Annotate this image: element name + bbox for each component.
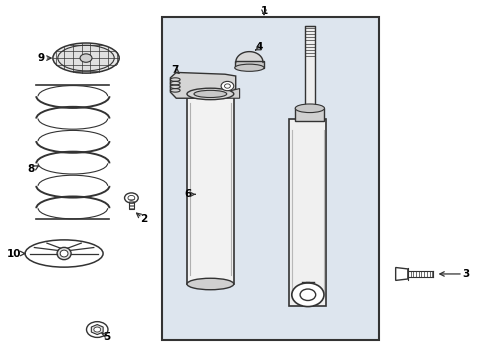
Ellipse shape — [194, 90, 226, 98]
Bar — [186, 94, 233, 284]
Text: 7: 7 — [171, 64, 178, 75]
Ellipse shape — [53, 43, 119, 73]
Bar — [305, 26, 314, 119]
Polygon shape — [91, 324, 103, 334]
Ellipse shape — [186, 88, 233, 100]
Ellipse shape — [186, 278, 233, 290]
Text: 10: 10 — [7, 248, 21, 258]
Ellipse shape — [291, 283, 324, 307]
Ellipse shape — [234, 64, 264, 71]
Polygon shape — [170, 72, 235, 98]
Bar — [129, 198, 134, 209]
Bar — [295, 108, 324, 121]
Text: 1: 1 — [260, 6, 267, 17]
Ellipse shape — [124, 193, 138, 203]
Ellipse shape — [86, 321, 108, 337]
Bar — [289, 119, 326, 306]
Text: 4: 4 — [255, 42, 262, 52]
Bar — [234, 61, 264, 68]
Text: 6: 6 — [184, 189, 192, 199]
Ellipse shape — [221, 81, 233, 91]
Polygon shape — [224, 89, 239, 98]
Text: 3: 3 — [462, 269, 469, 279]
Text: 8: 8 — [27, 164, 35, 174]
Ellipse shape — [60, 250, 68, 257]
Ellipse shape — [128, 195, 135, 201]
Bar — [161, 17, 378, 339]
Text: 2: 2 — [140, 215, 147, 224]
Ellipse shape — [25, 240, 103, 267]
Text: 9: 9 — [37, 53, 44, 63]
Text: 5: 5 — [103, 332, 110, 342]
Ellipse shape — [57, 247, 71, 260]
Polygon shape — [395, 267, 407, 280]
Ellipse shape — [300, 289, 315, 301]
Ellipse shape — [224, 84, 230, 88]
Ellipse shape — [80, 54, 92, 62]
Ellipse shape — [94, 327, 101, 332]
Ellipse shape — [58, 45, 114, 71]
Ellipse shape — [295, 104, 324, 113]
